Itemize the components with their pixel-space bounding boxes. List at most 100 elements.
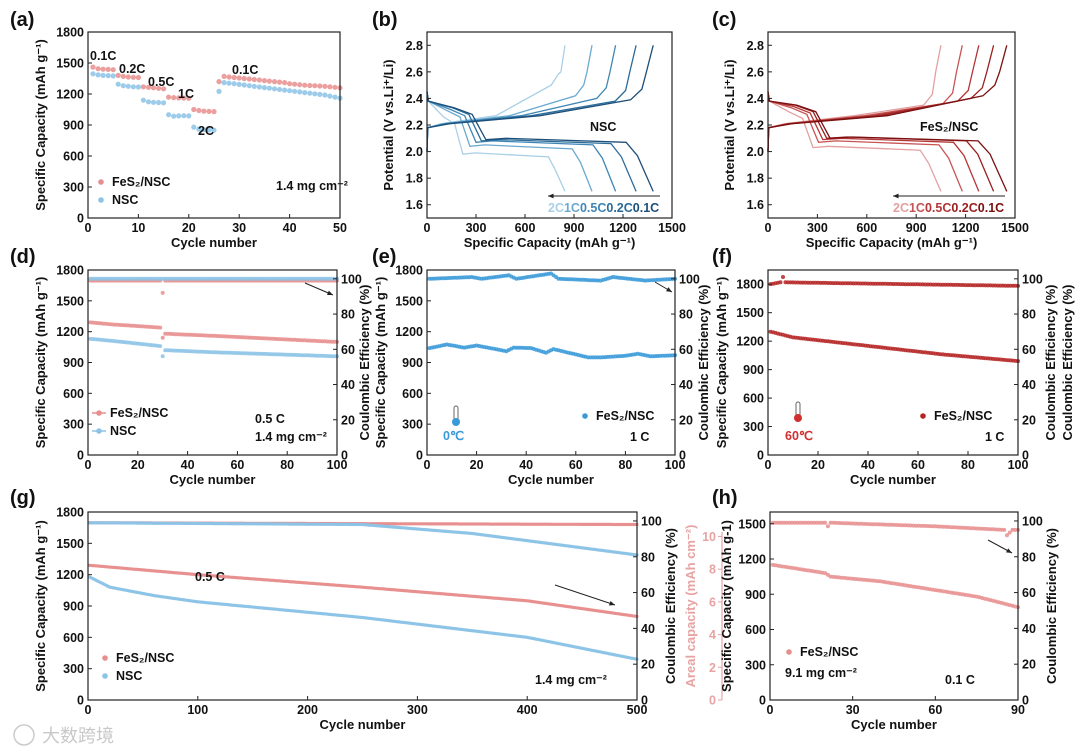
legend-label: NSC [110, 424, 136, 438]
x-axis-title: Specific Capacity (mAh g⁻¹) [806, 235, 978, 250]
legend-label: FeS₂/NSC [934, 409, 992, 423]
data-point [231, 81, 237, 87]
annotation: 9.1 mg cm⁻² [785, 666, 857, 680]
x-tick-label: 200 [297, 703, 318, 717]
annotation: 0℃ [443, 429, 464, 443]
x-axis-title: Cycle number [171, 235, 257, 250]
discharge-curve-0.5C [426, 91, 617, 192]
data-point [221, 73, 227, 79]
data-point [317, 91, 323, 97]
x-tick-label: 400 [517, 703, 538, 717]
data-point [292, 81, 298, 87]
x-axis-title: Cycle number [508, 472, 594, 487]
panel-label: (c) [712, 9, 736, 31]
rate-legend-item: 0.1C [633, 201, 659, 215]
y2-tick-label: 40 [679, 378, 693, 392]
y-tick-label: 1500 [56, 294, 84, 308]
y2-tick-label: 60 [1022, 343, 1036, 357]
data-point [847, 521, 852, 526]
y-axis-title: Potential (V vs.Li⁺/Li) [381, 59, 396, 190]
panel-c: (c) 0 300 600 900 1200 1500 1.6 1.8 2.0 2.2 2.4 2.6 2… [712, 9, 1029, 250]
data-point [858, 521, 863, 526]
x-tick-label: 900 [564, 221, 585, 235]
data-point [95, 66, 101, 72]
data-point [327, 93, 333, 99]
thermometer-icon [795, 401, 801, 417]
legend-label: FeS₂/NSC [596, 409, 654, 423]
y-tick-label: 600 [402, 387, 423, 401]
data-point [140, 97, 146, 103]
data-point [302, 90, 308, 96]
x-tick-label: 1200 [952, 221, 980, 235]
x-tick-label: 900 [906, 221, 927, 235]
y-tick-label: 1.8 [406, 172, 423, 186]
arrowhead-icon [548, 193, 554, 199]
data-point [236, 81, 242, 87]
discharge-curve-0.1C [426, 91, 654, 192]
data-point [196, 126, 202, 132]
data-point [778, 280, 783, 285]
x-tick-label: 500 [627, 703, 648, 717]
legend-marker [96, 410, 102, 416]
y2-tick-label: 60 [1022, 586, 1036, 600]
y2-tick-label: 60 [341, 343, 355, 357]
data-point [817, 520, 822, 525]
plot-marks [427, 271, 677, 360]
x-tick-label: 1500 [1001, 221, 1029, 235]
data-point [120, 73, 126, 79]
data-point [261, 78, 267, 84]
y2-tick-label: 40 [341, 378, 355, 392]
rate-legend-item: 0.5C [925, 201, 951, 215]
y2-tick-label: 80 [1022, 308, 1036, 322]
plot-frame [769, 511, 1019, 701]
data-point [792, 520, 797, 525]
data-point [781, 275, 785, 279]
y-tick-label: 900 [63, 600, 84, 614]
data-point [1005, 533, 1009, 538]
x-tick-label: 20 [811, 458, 825, 472]
plot-marks [426, 45, 654, 192]
charge-curve-2C [426, 45, 566, 152]
y2-tick-label: 20 [341, 413, 355, 427]
x-axis-title: Cycle number [170, 472, 256, 487]
x-tick-label: 0 [85, 703, 92, 717]
y-tick-label: 0 [757, 449, 764, 463]
y-axis-title: Specific Capacity (mAh g⁻¹) [33, 520, 48, 692]
y-tick-label: 1800 [56, 264, 84, 278]
data-point [115, 81, 121, 87]
x-tick-label: 1200 [609, 221, 637, 235]
data-point [110, 67, 116, 73]
annotation: 1.4 mg cm⁻² [276, 179, 348, 193]
y-axis-title: Specific Capacity (mAh g-1) [719, 520, 734, 692]
y-tick-label: 2.2 [406, 119, 423, 133]
rate-legend-item: 0.2C [951, 201, 977, 215]
legend-label: NSC [112, 193, 138, 207]
panel-label: (f) [712, 246, 732, 268]
data-point [176, 95, 182, 101]
data-point [784, 520, 789, 525]
data-point [809, 520, 814, 525]
discharge-curve-2C [426, 91, 566, 192]
discharge-curve-1C [426, 91, 593, 192]
y3-tick-label: 2 [709, 661, 716, 675]
x-tick-label: 30 [232, 221, 246, 235]
panel-label: (h) [712, 487, 738, 509]
data-point [823, 520, 828, 525]
y-tick-label: 1500 [56, 57, 84, 71]
plot-marks [90, 64, 343, 133]
annotation: 0.5 C [255, 412, 285, 426]
y3-tick-label: 4 [709, 628, 716, 642]
x-tick-label: 0 [765, 458, 772, 472]
annotation: NSC [590, 120, 616, 134]
x-tick-label: 60 [569, 458, 583, 472]
y2-tick-label: 0 [679, 449, 686, 463]
plot-marks [87, 521, 639, 661]
y3-tick-label: 10 [702, 530, 716, 544]
panel-b: (b) 0 300 600 900 1200 1500 1.6 1.8 2.0 2.2 2.4 2.6 2… [372, 9, 686, 250]
rate-legend-item: 0.1C [978, 201, 1004, 215]
y-tick-label: 300 [63, 662, 84, 676]
x-tick-label: 90 [1011, 703, 1025, 717]
data-point [161, 86, 167, 92]
y-tick-label: 2.6 [747, 65, 764, 79]
y2-tick-label: 80 [341, 308, 355, 322]
